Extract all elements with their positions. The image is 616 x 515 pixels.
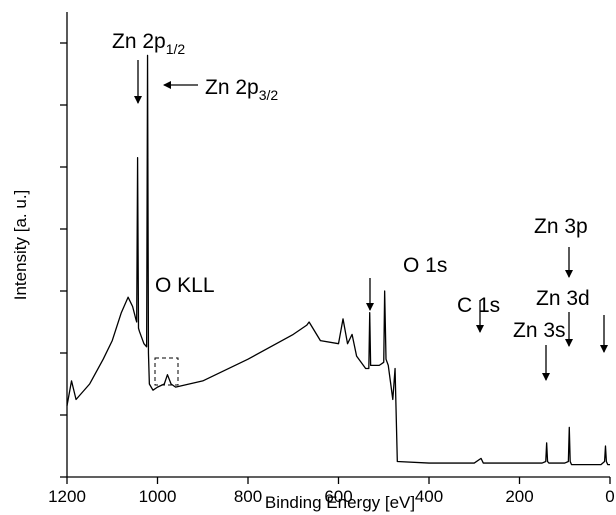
annotation-text: Zn 2p — [112, 30, 166, 53]
x-tick-label: 600 — [324, 487, 352, 506]
x-tick-label: 200 — [505, 487, 533, 506]
y-axis-title: Intensity [a. u.] — [11, 190, 30, 301]
x-tick-label: 400 — [415, 487, 443, 506]
annotation-text: C 1s — [457, 294, 500, 317]
annotation-text: O KLL — [155, 274, 215, 297]
annotation: Zn 2p3/2 — [205, 76, 278, 103]
annotation: O KLL — [155, 274, 215, 297]
annotation-text: Zn 3p — [534, 215, 588, 238]
annotation-text: Zn 3s — [513, 319, 566, 342]
annotation-text: Zn 2p — [205, 76, 259, 99]
x-axis-title: Binding Energy [eV] — [265, 493, 415, 512]
annotation: O 1s — [403, 254, 447, 277]
arrows — [134, 60, 608, 381]
annotation: Zn 3s — [513, 319, 566, 342]
annotation: C 1s — [457, 294, 500, 317]
annotation-subscript: 3/2 — [259, 87, 279, 103]
dashed-box — [154, 357, 179, 386]
annotation: Zn 3p — [534, 215, 588, 238]
x-tick-label: 1000 — [139, 487, 177, 506]
x-tick-label: 1200 — [48, 487, 86, 506]
x-tick-label: 0 — [605, 487, 614, 506]
annotation-subscript: 1/2 — [166, 41, 186, 57]
annotation: Zn 2p1/2 — [112, 30, 185, 57]
annotation-text: O 1s — [403, 254, 447, 277]
annotation: Zn 3d — [536, 287, 590, 310]
spectrum-line — [66, 54, 610, 466]
x-tick-label: 800 — [234, 487, 262, 506]
annotation-text: Zn 3d — [536, 287, 590, 310]
